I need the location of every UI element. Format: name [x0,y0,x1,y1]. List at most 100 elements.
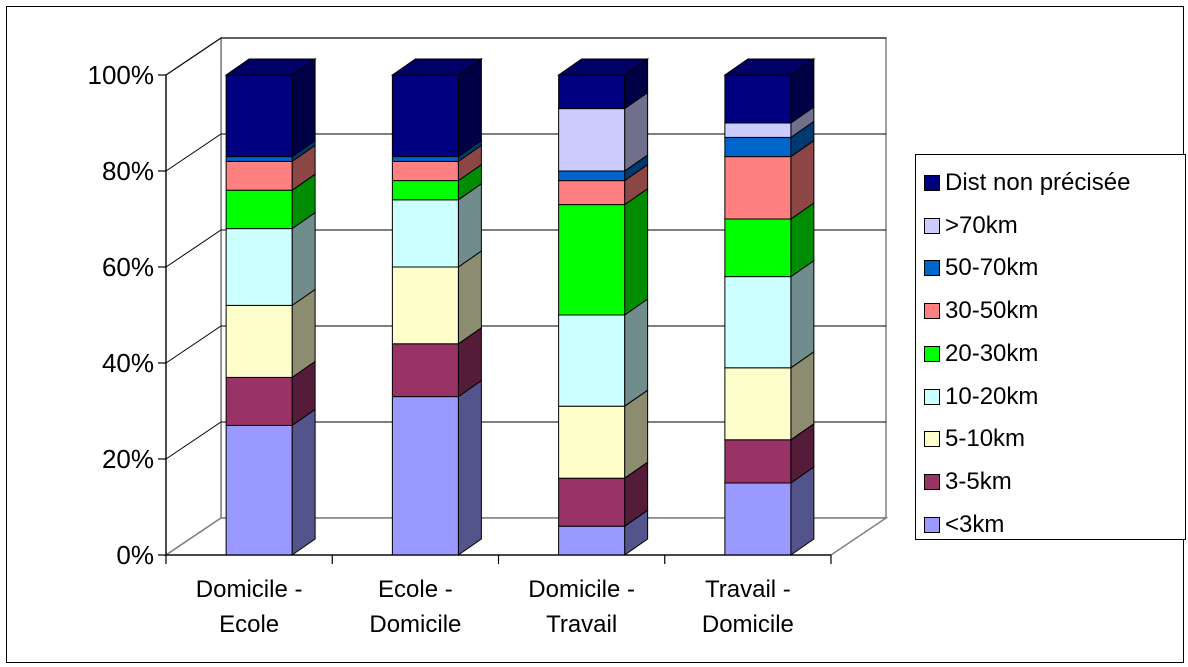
bar-segment [558,314,626,407]
bar-segment [391,74,459,158]
bar-segment-side [790,259,815,369]
y-tick-label: 100% [88,60,155,90]
bar-segment [225,160,293,191]
bar-segment-side [291,408,316,556]
grid-lines [165,37,886,460]
grid-line [165,229,886,268]
side-wall [165,36,222,557]
bar-segment-side [624,298,649,408]
bar-segment [724,136,792,158]
legend-swatch [924,345,940,362]
bar-segment [724,367,792,441]
bar-top [390,58,483,76]
bar-top [557,58,650,76]
bar-segment-side [624,187,649,316]
y-tick-label: 40% [102,348,154,378]
bar-segment [391,343,459,398]
bar-segment [391,266,459,345]
bar-segment [558,477,626,527]
bar-segment [558,405,626,479]
bar-segment [724,482,792,556]
legend-item: 50-70km [924,253,1038,283]
y-tick-label: 60% [102,252,154,282]
bar-segment [724,74,792,124]
legend-label: Dist non précisée [945,169,1131,196]
legend-swatch [924,175,940,191]
bar-segment [724,156,792,220]
legend-item: >70km [924,211,1018,241]
grid-line [165,133,886,172]
bar-segment [724,439,792,484]
legend-item: <3km [924,510,1004,540]
bar-segment [558,108,626,172]
bar-segment [225,189,293,230]
x-category-label: Travail - [705,576,791,603]
legend-label: 30-50km [945,297,1039,325]
bar-segment [391,180,459,201]
bar-segment [225,74,293,158]
legend-swatch [924,388,940,405]
legend-label: 3-5km [945,467,1012,495]
y-axis: 0% 20% 40% 60% 80% 100% [88,60,167,570]
y-tick-label: 80% [102,156,154,186]
y-tick-label: 20% [102,444,154,474]
bar-segment [724,122,792,138]
x-category-label: Domicile [369,611,461,638]
bar-segment [391,160,459,182]
legend-label: >70km [945,211,1018,239]
bar-segment [225,228,293,306]
legend-swatch [924,516,940,533]
grid-line [165,421,886,460]
legend-item: 20-30km [924,339,1038,369]
bar-segment [391,396,459,556]
bar-stack [224,58,317,556]
x-category-label: Travail [546,611,617,638]
legend-item: 3-5km [924,467,1012,497]
bar-stack [557,58,650,556]
x-axis: Domicile - Ecole Ecole - Domicile Domicile -… [165,554,832,638]
grid-line [165,325,886,364]
bar-stack [723,58,816,556]
legend-item: 10-20km [924,382,1038,412]
grid-line [165,37,886,76]
legend-item: 30-50km [924,296,1038,326]
x-category-label: Ecole [219,611,279,638]
legend-swatch [924,260,940,277]
bar-top [224,58,317,76]
legend: Dist non précisée >70km 50-70km 30-50km 20-3… [915,154,1186,540]
bar-segment [558,170,626,182]
legend-item: Dist non précisée [924,168,1130,198]
legend-label: 50-70km [945,254,1039,282]
bar-segment [391,156,459,162]
x-category-label: Ecole - [378,576,453,603]
bar-segment [724,218,792,278]
legend-swatch [924,303,940,320]
bar-segment [724,276,792,369]
chart-walls [163,36,889,557]
bar-segment [558,180,626,206]
legend-swatch [924,431,940,448]
bars-group [224,58,816,556]
legend-swatch [924,473,940,490]
bar-segment [225,156,293,162]
bar-top [723,58,816,76]
y-tick-label: 0% [116,540,154,570]
bar-segment-side [291,58,316,158]
bar-segment [225,424,293,556]
bar-segment [558,204,626,316]
legend-item: 5-10km [924,424,1025,454]
bar-segment [558,525,626,556]
bar-stack [390,58,483,556]
bar-segment [558,74,626,110]
legend-label: 5-10km [945,425,1026,453]
x-category-label: Domicile - [528,576,635,603]
bar-segment-side [457,379,482,556]
x-category-label: Domicile - [196,576,303,603]
legend-label: 10-20km [945,382,1039,410]
bar-segment [391,199,459,268]
legend-label: 20-30km [945,339,1039,367]
legend-swatch [924,217,940,234]
bar-segment-side [457,58,482,158]
legend-label: <3km [945,510,1005,538]
